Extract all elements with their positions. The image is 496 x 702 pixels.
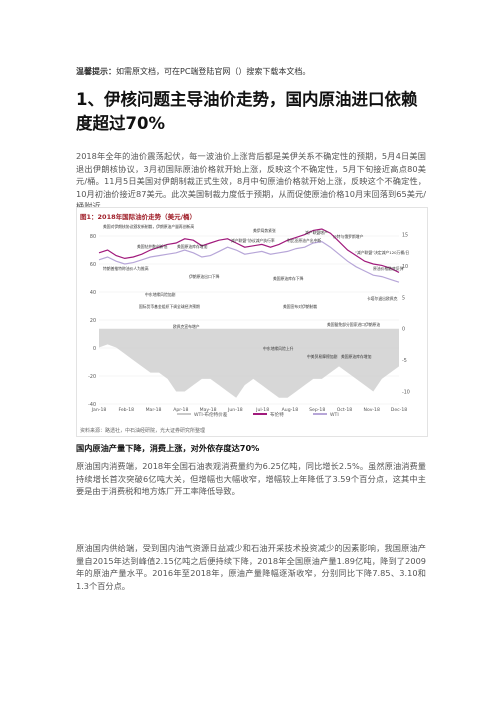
y-right-tick-label: 15 <box>402 233 408 239</box>
event-annotation: 减产联盟增产 <box>305 230 328 235</box>
chart-title: 图1：2018年国际油价走势（美元/桶） <box>80 213 196 221</box>
x-tick-label: Feb-18 <box>118 407 134 413</box>
x-tick-label: Nov-18 <box>364 407 380 413</box>
y-left-tick-label: 0 <box>93 346 96 352</box>
event-annotation: “减产联盟”协议减产执行率 <box>229 238 275 243</box>
tip-text: 如需原文档，可在PC端登陆官网（）搜索下载本文档。 <box>116 67 311 76</box>
series-line-brent <box>98 228 400 273</box>
y-right-tick-label: -5 <box>402 358 407 364</box>
x-tick-label: Jun-18 <box>227 407 243 413</box>
intro-paragraph: 2018年全年的油价震荡起伏，每一波油价上涨背后都是美伊关系不确定性的预期，5月… <box>76 151 426 211</box>
event-annotation: “减产联盟”决定减产120万桶/日 <box>355 250 409 255</box>
x-tick-label: Oct-18 <box>337 407 353 413</box>
paragraph-supply: 原油国内供给端，受到国内油气资源日益减少和石油开采技术投资减少的因素影响，我国原… <box>76 543 426 591</box>
event-annotation: 美国钻井数创新低 <box>137 244 168 249</box>
x-tick-label: May-18 <box>200 407 217 413</box>
event-annotation: 中东地缘风险加剧 <box>145 292 176 297</box>
x-tick-label: Sep-18 <box>309 407 325 413</box>
oil-price-chart: 图1：2018年国际油价走势（美元/桶） 80 60 40 20 0 -20 -40 15 10… <box>76 207 428 437</box>
event-annotation: 美国原油库存增加 <box>341 354 372 359</box>
y-right-tick-label: 5 <box>402 295 405 301</box>
event-annotation: 美国对伊朗核协议颁发新制裁，伊朗原油产量再创新高 <box>103 224 194 229</box>
y-right-tick-label: 10 <box>402 264 408 270</box>
y-right-tick-label: 0 <box>402 327 405 333</box>
paragraph-consumption: 原油国内消费端，2018年全国石油表观消费量约为6.25亿吨，同比增长2.5%。… <box>76 461 426 497</box>
series-area-spread <box>99 328 399 398</box>
event-annotation: 美伊局势紧张 <box>253 228 276 233</box>
event-annotation: 特朗普推特称油价人为推高 <box>103 266 149 271</box>
y-right-tick-label: -10 <box>402 389 410 395</box>
event-annotation: 伊朗原油出口下降 <box>189 274 220 279</box>
x-tick-label: Mar-18 <box>146 407 162 413</box>
y-left-tick-label: 60 <box>90 262 96 268</box>
tip-label: 温馨提示： <box>76 67 116 76</box>
download-tip: 温馨提示：如需原文档，可在PC端登陆官网（）搜索下载本文档。 <box>76 66 436 77</box>
legend-label: WTI <box>330 412 339 418</box>
event-annotation: 美国宣布对伊朗制裁 <box>283 304 317 309</box>
legend-label: 布伦特 <box>270 411 284 418</box>
chart-svg: 80 60 40 20 0 -20 -40 15 10 5 0 -5 -10 Jan-18 Feb-18 Ma… <box>88 224 410 418</box>
y-left-tick-label: -40 <box>88 402 96 408</box>
event-annotation: 中东地缘风险上升 <box>263 346 294 351</box>
event-annotation: 国际货币基金组织下调全球经济预期 <box>139 304 200 309</box>
legend-label: WTI-布伦特价差 <box>194 411 228 418</box>
event-annotation: 原油价格触底反弹 <box>373 266 404 271</box>
y-left-tick-label: -20 <box>88 374 96 380</box>
series-line-wti <box>98 240 400 283</box>
chart-source: 资料来源：路透社，中石油经研院，光大证券研究所整理 <box>80 428 206 434</box>
event-annotation: 利比亚原油产出中断 <box>287 238 321 243</box>
event-annotation: 美国原油库存增加 <box>177 244 208 249</box>
x-tick-label: Dec-18 <box>391 407 407 413</box>
event-annotation: 美国原油库存下降 <box>273 276 304 281</box>
event-annotation: 沙特与俄罗斯增产 <box>333 234 364 239</box>
event-annotation: 美国豁免部分国家进口伊朗原油 <box>327 322 380 327</box>
y-left-tick-label: 20 <box>90 318 96 324</box>
x-tick-label: Apr-18 <box>173 407 188 413</box>
x-tick-label: Aug-18 <box>282 407 299 413</box>
event-annotation: 欧佩克宣布增产 <box>173 324 200 329</box>
x-tick-label: Jul-18 <box>255 407 269 413</box>
y-left-tick-label: 80 <box>90 234 96 240</box>
subheading: 国内原油产量下降，消费上涨，对外依存度达70% <box>76 443 260 453</box>
y-left-tick-label: 40 <box>90 290 96 296</box>
x-tick-label: Jan-18 <box>91 407 107 413</box>
section-title: 1、伊核问题主导油价走势，国内原油进口依赖度超过70% <box>76 90 418 133</box>
event-annotation: 中美贸易摩擦加剧 <box>307 354 338 359</box>
event-annotation: 卡塔尔退出欧佩克 <box>367 296 398 301</box>
